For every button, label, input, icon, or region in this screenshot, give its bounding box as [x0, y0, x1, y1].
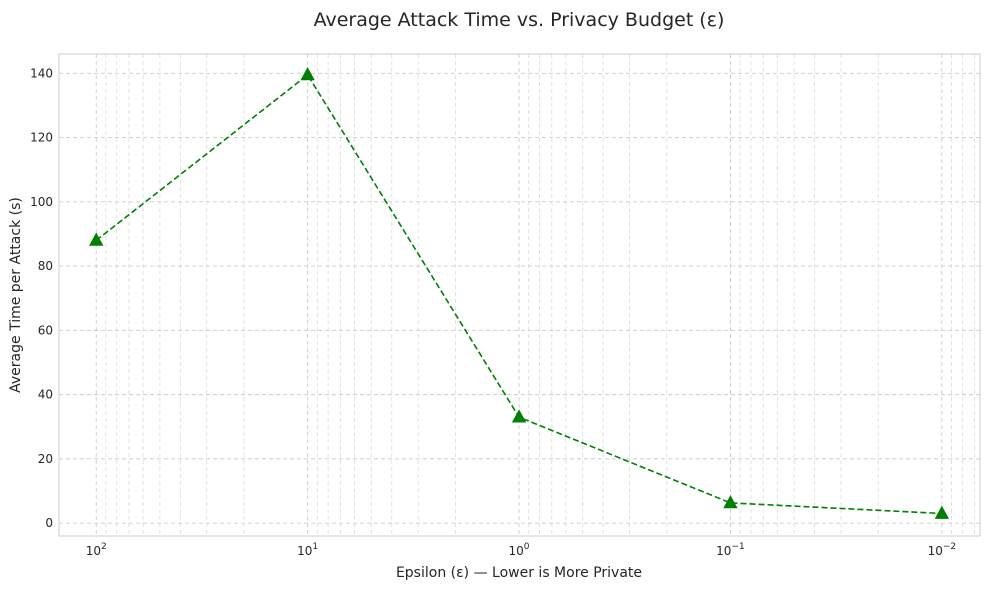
- y-tick-label: 40: [38, 388, 53, 402]
- y-axis-label: Average Time per Attack (s): [8, 197, 24, 393]
- x-axis: 102 101 100 10−1 10−2: [86, 542, 956, 558]
- y-tick-label: 80: [38, 259, 53, 273]
- data-point: [300, 67, 315, 81]
- grid: [59, 54, 980, 536]
- y-tick-label: 60: [38, 323, 53, 337]
- y-tick-label: 120: [30, 131, 53, 145]
- y-tick-label: 100: [30, 195, 53, 209]
- x-tick-label: 10−2: [928, 542, 957, 558]
- chart-title: Average Attack Time vs. Privacy Budget (…: [314, 9, 725, 31]
- x-tick-label: 10−1: [716, 542, 745, 558]
- x-tick-label: 102: [86, 542, 107, 558]
- plot-area: [58, 53, 981, 537]
- y-tick-label: 140: [30, 66, 53, 80]
- x-tick-label: 100: [509, 542, 530, 558]
- y-tick-label: 0: [45, 516, 53, 530]
- y-tick-label: 20: [38, 452, 53, 466]
- data-point: [723, 495, 738, 509]
- y-axis: 0 20 40 60 80 100 120 140: [30, 66, 53, 530]
- x-axis-label: Epsilon (ε) — Lower is More Private: [396, 565, 642, 581]
- x-tick-label: 101: [297, 542, 318, 558]
- data-point: [511, 409, 527, 423]
- data-point: [89, 232, 104, 246]
- data-point: [934, 505, 950, 519]
- series: [89, 67, 950, 519]
